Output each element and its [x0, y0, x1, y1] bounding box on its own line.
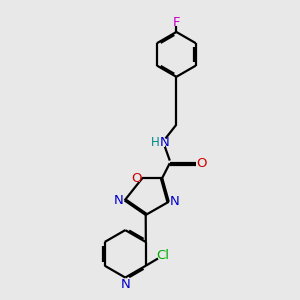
- Text: O: O: [196, 157, 207, 170]
- Text: O: O: [132, 172, 142, 184]
- Bar: [198, 160, 206, 167]
- Bar: [122, 280, 129, 288]
- Text: F: F: [172, 16, 180, 29]
- Text: H: H: [151, 136, 160, 149]
- Bar: [173, 19, 180, 26]
- Text: N: N: [120, 278, 130, 291]
- Text: N: N: [114, 194, 124, 207]
- Bar: [171, 198, 178, 206]
- Text: Cl: Cl: [157, 249, 169, 262]
- Bar: [152, 138, 164, 146]
- Bar: [158, 252, 168, 260]
- Bar: [116, 197, 123, 204]
- Text: N: N: [160, 136, 170, 149]
- Text: N: N: [169, 195, 179, 208]
- Bar: [133, 174, 140, 182]
